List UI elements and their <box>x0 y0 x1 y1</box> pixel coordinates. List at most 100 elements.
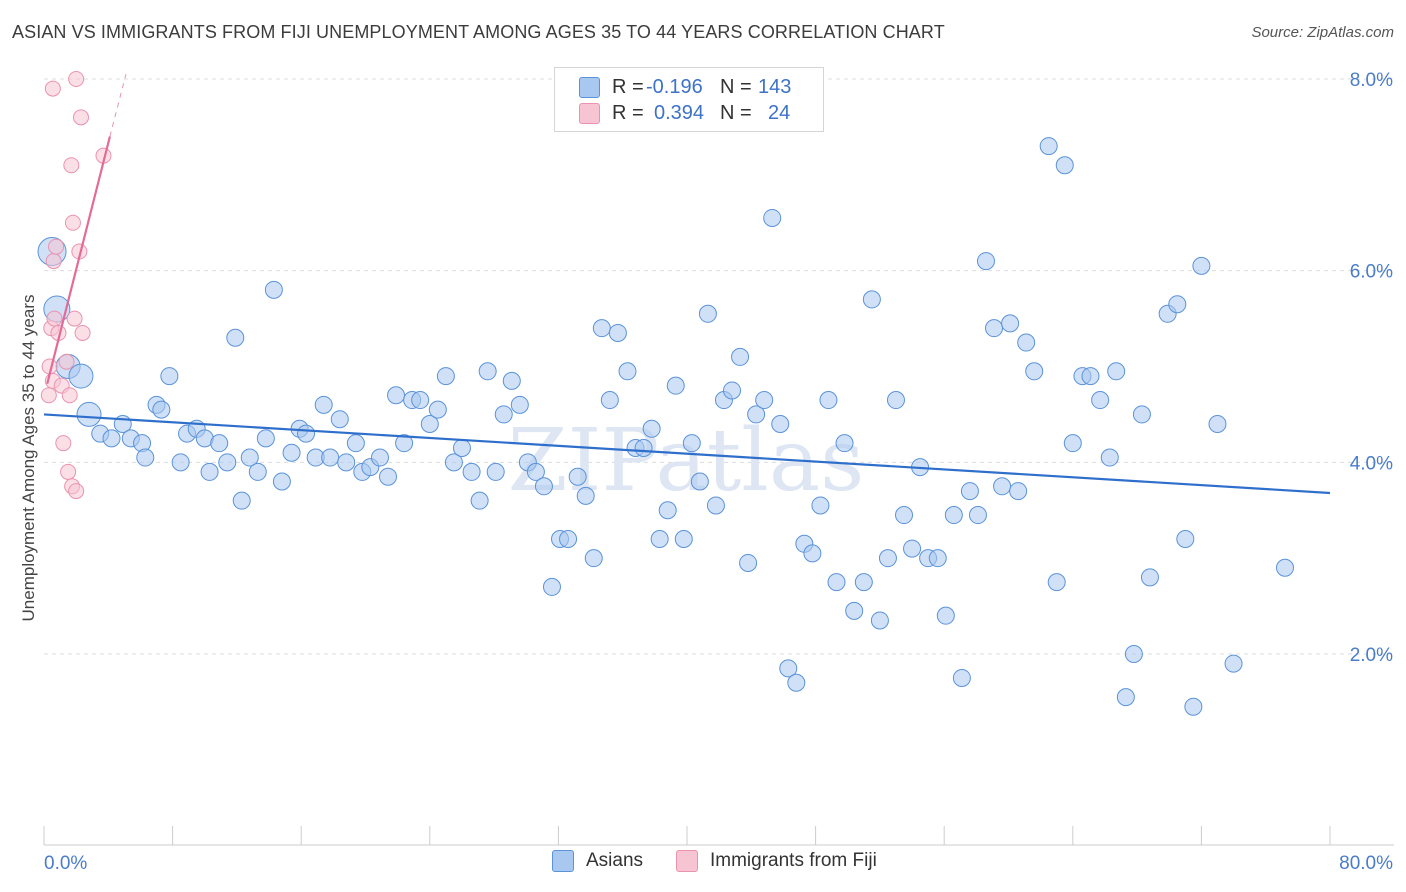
asians-point <box>330 410 349 429</box>
asians-point <box>1168 295 1187 314</box>
asians-point <box>1100 448 1119 467</box>
fiji-point <box>40 387 57 404</box>
asians-point <box>1025 362 1044 381</box>
fiji-point <box>55 435 72 452</box>
fiji-trend-line <box>46 136 111 385</box>
asians-point <box>870 611 889 630</box>
asians-point <box>248 462 267 481</box>
asians-point <box>160 367 179 386</box>
asians-point <box>787 673 806 692</box>
asians-point <box>379 467 398 486</box>
asians-point <box>944 506 963 525</box>
asians-point <box>862 290 881 309</box>
asians-point <box>903 539 922 558</box>
asians-point <box>395 434 414 453</box>
asians-point <box>314 395 333 414</box>
asians-point <box>928 549 947 568</box>
fiji-point <box>68 71 85 87</box>
asians-point <box>256 429 275 448</box>
asians-point <box>1132 405 1151 424</box>
asians-point <box>731 347 750 366</box>
asians-point <box>895 506 914 525</box>
asians-point <box>568 467 587 486</box>
asians-point <box>1208 415 1227 433</box>
asians-point <box>763 208 782 227</box>
asians-point <box>452 438 471 457</box>
asians-point <box>370 448 389 467</box>
asians-point <box>542 577 561 596</box>
legend-row-asians: R = -0.196 N = 143 <box>579 75 791 99</box>
asians-point <box>1224 654 1243 673</box>
fiji-point <box>63 157 80 174</box>
asians-point <box>559 530 578 548</box>
asians-point <box>642 419 661 438</box>
asians-point <box>1107 362 1126 381</box>
asians-point <box>600 391 619 410</box>
fiji-point <box>44 80 61 97</box>
asians-swatch <box>552 850 574 872</box>
fiji-point <box>48 238 65 255</box>
asians-point <box>526 462 545 481</box>
asians-point <box>723 381 742 400</box>
asians-point <box>68 363 94 389</box>
fiji-point <box>58 353 75 370</box>
asians-points <box>37 137 1294 716</box>
asians-point <box>878 549 897 568</box>
asians-point <box>272 472 291 491</box>
asians-point <box>827 573 846 592</box>
asians-point <box>1124 645 1143 663</box>
asians-point <box>666 376 685 395</box>
fiji-point <box>74 324 91 341</box>
asians-point <box>592 319 611 338</box>
fiji-point <box>68 483 85 500</box>
asians-point <box>411 391 430 410</box>
asians-point <box>771 415 790 433</box>
asians-point <box>634 438 653 457</box>
chart-title: ASIAN VS IMMIGRANTS FROM FIJI UNEMPLOYME… <box>12 22 945 42</box>
asians-point <box>444 453 463 472</box>
fiji-points <box>40 71 112 500</box>
y-axis-title: Unemployment Among Ages 35 to 44 years <box>19 295 38 622</box>
series-legend: Asians Immigrants from Fiji <box>0 850 1406 878</box>
asians-point <box>321 448 340 467</box>
asians-point <box>698 304 717 323</box>
asians-point <box>470 491 489 510</box>
asians-point <box>1140 568 1159 587</box>
asians-point <box>136 448 155 467</box>
asians-point <box>1001 314 1020 333</box>
asians-point <box>232 491 251 510</box>
legend-item-fiji: Immigrants from Fiji <box>676 850 877 872</box>
asians-point <box>811 496 830 515</box>
fiji-point <box>61 387 78 404</box>
r-value: -0.196 <box>646 75 703 98</box>
asians-point <box>968 506 987 525</box>
legend-item-asians: Asians <box>552 850 643 872</box>
n-label: N = <box>720 101 752 124</box>
asians-point <box>478 362 497 381</box>
n-label: N = <box>720 75 752 98</box>
asians-point <box>226 328 245 347</box>
asians-point <box>76 401 102 427</box>
asians-point <box>658 501 677 520</box>
fiji-point <box>66 310 83 327</box>
fiji-point <box>64 214 81 231</box>
y-axis-tick-labels: 2.0% 4.0% 6.0% 8.0% <box>1350 70 1393 666</box>
asians-point <box>152 400 171 419</box>
asians-swatch <box>579 76 600 98</box>
legend-label-fiji: Immigrants from Fiji <box>710 850 877 871</box>
asians-point <box>1275 558 1294 577</box>
asians-point <box>210 434 229 453</box>
trend-lines <box>43 74 1331 495</box>
fiji-point <box>46 310 63 327</box>
asians-point <box>420 415 439 433</box>
asians-point <box>282 443 301 462</box>
asians-point <box>845 601 864 620</box>
asians-point <box>576 486 595 505</box>
asians-point <box>682 434 701 453</box>
asians-point <box>706 496 725 515</box>
asians-point <box>1192 256 1211 275</box>
asians-point <box>755 391 774 410</box>
asians-point <box>1184 697 1203 716</box>
asians-point <box>584 549 603 568</box>
legend-label-asians: Asians <box>586 850 644 871</box>
